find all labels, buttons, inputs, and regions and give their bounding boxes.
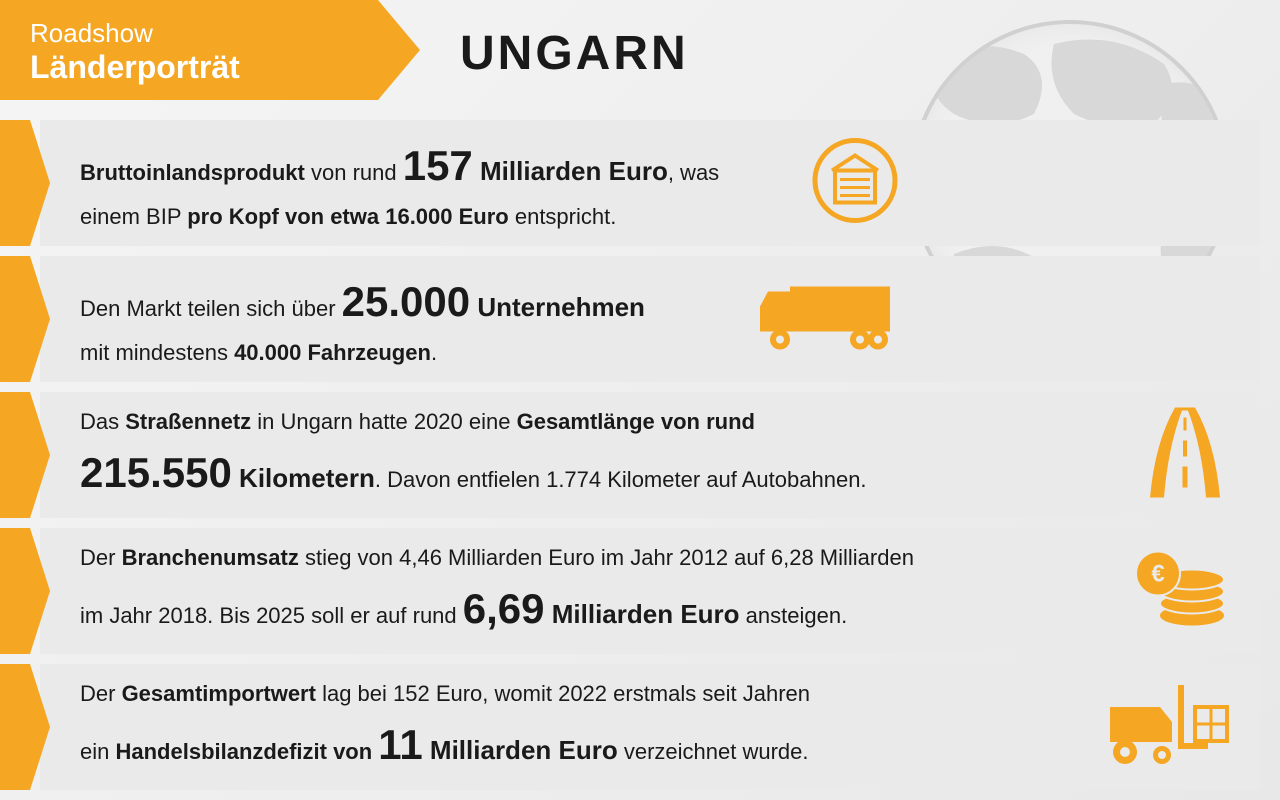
fact-row: Der Gesamtimportwert lag bei 152 Euro, w… <box>0 664 1280 790</box>
country-title: UNGARN <box>460 26 689 81</box>
fact-rows: Bruttoinlandsprodukt von rund 157 Millia… <box>0 120 1280 800</box>
fact-text: Den Markt teilen sich über 25.000 Untern… <box>80 268 645 370</box>
forklift-icon <box>1100 677 1230 777</box>
fact-text: Der Branchenumsatz stieg von 4,46 Millia… <box>80 540 914 642</box>
fact-row: Bruttoinlandsprodukt von rund 157 Millia… <box>0 120 1280 246</box>
fact-row: Das Straßennetz in Ungarn hatte 2020 ein… <box>0 392 1280 518</box>
header-line2: Länderporträt <box>30 49 390 86</box>
warehouse-icon <box>810 136 900 231</box>
fact-row: Den Markt teilen sich über 25.000 Untern… <box>0 256 1280 382</box>
fact-text: Der Gesamtimportwert lag bei 152 Euro, w… <box>80 676 810 778</box>
fact-row: Der Branchenumsatz stieg von 4,46 Millia… <box>0 528 1280 654</box>
svg-text:€: € <box>1151 561 1164 588</box>
truck-icon <box>750 272 900 367</box>
coins-icon: € <box>1130 544 1230 639</box>
header-line1: Roadshow <box>30 18 390 49</box>
fact-text: Das Straßennetz in Ungarn hatte 2020 ein… <box>80 404 867 506</box>
header-banner: Roadshow Länderporträt <box>0 0 420 100</box>
fact-text: Bruttoinlandsprodukt von rund 157 Millia… <box>80 132 719 234</box>
road-icon <box>1120 403 1230 508</box>
